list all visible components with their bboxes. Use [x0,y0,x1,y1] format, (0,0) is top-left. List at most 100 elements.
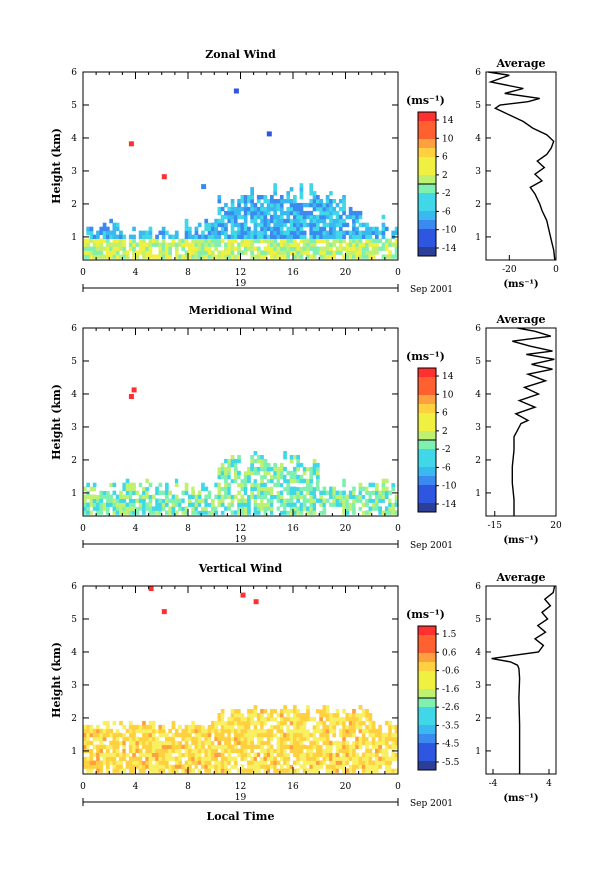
heatmap-cell [191,752,195,757]
heatmap-cell [345,760,350,765]
heatmap-cell [296,230,300,235]
heatmap-cell [322,246,327,251]
heatmap-cell [335,494,340,499]
heatmap-cell [102,222,107,228]
heatmap-cell [286,502,291,507]
heatmap-cell [171,238,176,243]
heatmap-cell [217,744,222,749]
heatmap-cell [378,764,382,769]
heatmap-cell [283,455,287,460]
heatmap-cell [306,760,310,765]
heatmap-cell [276,254,281,259]
heatmap-cell [191,728,195,734]
heatmap-cell [384,744,389,749]
heatmap-cell [283,230,287,235]
heatmap-cell [201,230,205,235]
heatmap-cell [329,218,333,224]
heatmap-cell [207,494,212,499]
heatmap-cell [188,242,192,247]
heatmap-cell [338,242,343,247]
heatmap-cell [309,234,314,239]
heatmap-cell [138,728,143,734]
x-tick-label: 0 [395,268,401,278]
heatmap-cell [217,736,222,742]
heatmap-cell [151,752,156,757]
heatmap-cell [345,498,350,503]
heatmap-cell [217,210,222,216]
y-tick-label: 1 [71,489,77,499]
heatmap-cell [247,210,251,216]
heatmap-cell [375,740,379,746]
panel-title: Vertical Wind [198,562,283,575]
colorbar-tick-label: 1.5 [442,630,457,640]
heatmap-cell [142,254,146,259]
heatmap-cell [89,744,94,749]
heatmap-cell [302,744,307,749]
heatmap-cell [263,250,268,255]
heatmap-cell [178,254,182,259]
heatmap-cell [391,242,396,247]
heatmap-cell [214,510,218,515]
heatmap-cell [243,234,248,239]
heatmap-cell [99,230,104,235]
heatmap-cell [289,458,294,464]
heatmap-cell [319,234,323,239]
colorbar-swatch [418,671,436,681]
heatmap-cell [128,720,133,726]
heatmap-cell [316,218,320,224]
heatmap-cell [227,474,232,480]
heatmap-cell [224,230,228,235]
heatmap-cell [188,494,192,499]
heatmap-cell [296,728,300,734]
heatmap-cell [338,716,343,722]
heatmap-cell [181,502,186,507]
heatmap-cell [224,202,228,208]
heatmap-cell [132,740,136,746]
heatmap-cell [338,728,343,734]
heatmap-cell [286,744,291,749]
heatmap-cell [233,88,239,94]
heatmap-cell [266,764,271,769]
heatmap-cell [312,218,317,224]
heatmap-cell [247,470,251,476]
heatmap-cell [227,494,232,499]
heatmap-cell [306,490,310,495]
heatmap-cell [99,510,104,515]
heatmap-cell [302,202,307,208]
heatmap-cell [109,756,113,761]
heatmap-cell [217,494,222,499]
heatmap-cell [214,756,218,761]
heatmap-cell [361,502,366,507]
heatmap-cell [270,728,274,734]
heatmap-cell [293,502,297,507]
heatmap-cell [286,728,291,734]
heatmap-cell [207,768,212,773]
heatmap-cell [102,736,107,742]
heatmap-cell [217,764,222,769]
heatmap-cell [316,740,320,746]
heatmap-cell [240,486,245,491]
heatmap-cell [220,744,225,749]
colorbar-tick-label: 6 [442,153,448,163]
colorbar-swatch [418,238,436,248]
heatmap-cell [371,768,376,773]
colorbar-swatch [418,368,436,378]
heatmap-cell [335,720,340,726]
heatmap-cell [279,242,284,247]
heatmap-cell [243,206,248,212]
heatmap-cell [112,502,117,507]
heatmap-cell [352,728,356,734]
heatmap-cell [224,466,228,472]
heatmap-cell [358,222,363,228]
y-tick-label: 2 [71,456,77,466]
heatmap-cell [204,760,209,765]
heatmap-cell [355,490,359,495]
heatmap-cell [109,510,113,515]
heatmap-cell [106,506,110,511]
heatmap-cell [316,478,320,484]
heatmap-cell [83,242,87,247]
heatmap-cell [325,748,330,753]
heatmap-cell [375,230,379,235]
heatmap-cell [270,760,274,765]
heatmap-cell [240,195,245,200]
